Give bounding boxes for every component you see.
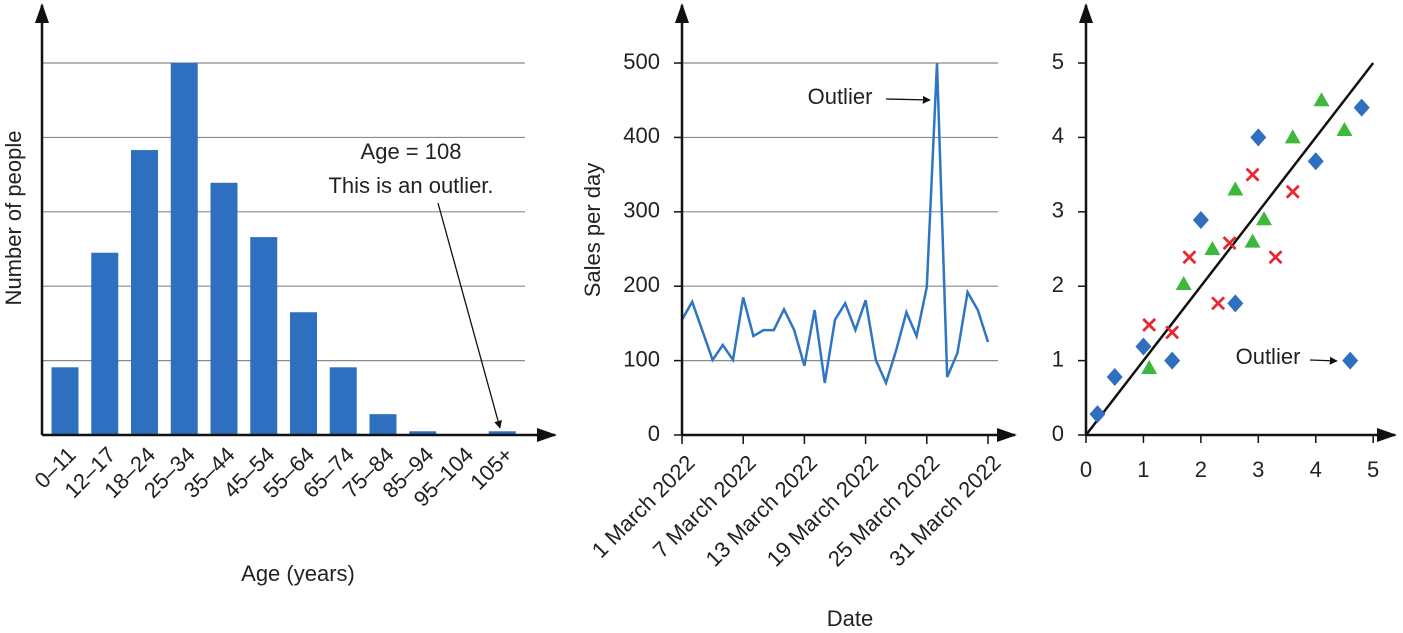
- point: [1175, 275, 1192, 290]
- bar: [290, 312, 317, 435]
- annotation: Age = 108: [361, 139, 462, 164]
- y-tick-label: 1: [1052, 346, 1064, 371]
- y-tick-label: 0: [648, 421, 660, 446]
- annotation: This is an outlier.: [328, 173, 493, 198]
- y-tick-label: 400: [623, 123, 660, 148]
- bar: [51, 367, 79, 435]
- point: [1353, 98, 1370, 117]
- x-tick-label: 2: [1195, 457, 1207, 482]
- point: [1284, 129, 1301, 144]
- annotation-arrow: [1309, 356, 1338, 365]
- bar: [409, 431, 437, 435]
- y-tick-label: 300: [623, 198, 660, 223]
- x-tick-label: 5: [1367, 457, 1379, 482]
- y-tick-label: 0: [1052, 421, 1064, 446]
- bar: [91, 252, 119, 435]
- point: [1256, 211, 1273, 226]
- x-axis-label: Age (years): [241, 561, 355, 586]
- bar: [131, 150, 158, 435]
- bar: [369, 414, 397, 435]
- point: [1164, 351, 1181, 370]
- data-line: [680, 62, 990, 387]
- annotation-arrow: [885, 95, 931, 104]
- point: [1141, 360, 1158, 375]
- point: [1245, 167, 1260, 182]
- point: [1336, 121, 1353, 136]
- bar: [329, 367, 357, 435]
- point: [1285, 184, 1300, 199]
- annotation: Outlier: [1236, 344, 1301, 369]
- y-tick-label: 2: [1052, 272, 1064, 297]
- point: [1204, 241, 1221, 256]
- point: [1227, 181, 1244, 196]
- y-tick-label: 5: [1052, 49, 1064, 74]
- y-axis-label: Sales per day: [580, 163, 605, 298]
- x-tick-label: 1 March 2022: [587, 450, 700, 563]
- y-tick-label: 100: [623, 346, 660, 371]
- point: [1182, 250, 1197, 265]
- point: [1106, 367, 1123, 386]
- y-axis-label: Number of people: [1, 131, 26, 306]
- x-tick-label: 3: [1252, 457, 1264, 482]
- annotation-arrow: [437, 202, 502, 429]
- trend-line: [1085, 62, 1375, 436]
- point: [1192, 211, 1209, 229]
- point: [1211, 296, 1226, 311]
- y-tick-label: 500: [623, 49, 660, 74]
- point: [1307, 152, 1324, 171]
- point: [1250, 128, 1267, 147]
- x-tick-label: 105+: [465, 442, 518, 495]
- x-tick-label: 0: [1080, 457, 1092, 482]
- bar: [488, 431, 516, 435]
- point: [1268, 250, 1283, 265]
- point: [1227, 294, 1244, 313]
- point: [1142, 317, 1157, 332]
- bar: [210, 182, 238, 435]
- point: [1089, 405, 1106, 424]
- x-tick-label: 1: [1137, 457, 1149, 482]
- y-tick-label: 4: [1052, 123, 1064, 148]
- x-axis-label: Date: [827, 606, 873, 631]
- x-tick-label: 4: [1310, 457, 1322, 482]
- annotation: Outlier: [808, 84, 873, 109]
- point: [1342, 351, 1359, 370]
- bar: [170, 63, 198, 436]
- point: [1222, 236, 1237, 251]
- y-tick-label: 200: [623, 272, 660, 297]
- x-tick-label: 31 March 2022: [884, 450, 1005, 571]
- point: [1313, 92, 1330, 107]
- y-tick-label: 3: [1052, 198, 1064, 223]
- point: [1244, 233, 1261, 248]
- point: [1165, 325, 1180, 340]
- bar: [250, 237, 278, 435]
- point: [1135, 337, 1152, 356]
